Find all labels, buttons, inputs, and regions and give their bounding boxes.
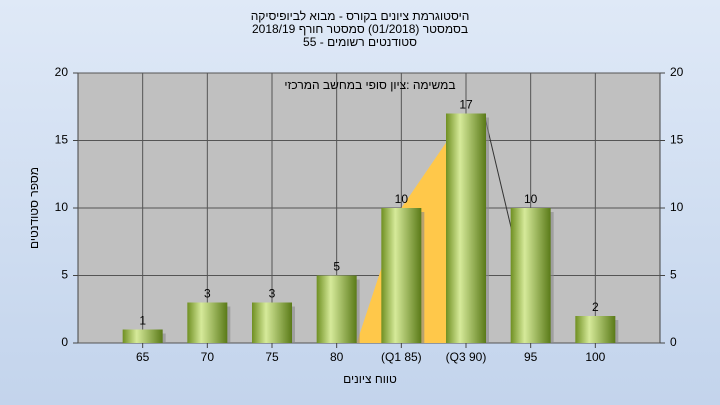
y-tick-label: 15 (55, 133, 69, 147)
data-label: 1 (139, 314, 146, 328)
chart-subtitle: סטודנטים רשומים - 55 (303, 35, 417, 49)
bar (122, 329, 163, 343)
bar (316, 275, 357, 343)
bar (575, 316, 616, 343)
y2-tick-label: 10 (670, 200, 684, 214)
data-label: 3 (204, 287, 211, 301)
y2-tick-label: 5 (670, 268, 677, 282)
bar (252, 302, 292, 343)
y-tick-label: 0 (61, 335, 68, 349)
x-tick-label: 80 (330, 350, 344, 364)
y-axis-label: מספר סטודנטים (27, 167, 41, 249)
bar (381, 208, 422, 343)
data-label: 17 (459, 98, 473, 112)
x-tick-label: (Q1 85) (381, 350, 422, 364)
x-tick-label: 75 (265, 350, 279, 364)
x-axis-label: טווח ציונים (343, 372, 397, 386)
x-tick-label: 100 (585, 350, 605, 364)
bar (446, 113, 486, 343)
x-tick-label: 70 (201, 350, 215, 364)
y-tick-label: 20 (55, 65, 69, 79)
x-tick-label: (Q3 90) (446, 350, 487, 364)
y-tick-label: 5 (61, 268, 68, 282)
data-label: 10 (395, 192, 409, 206)
annotation: במשימה :ציון סופי במחשב המרכזי (284, 78, 455, 92)
y2-tick-label: 20 (670, 65, 684, 79)
x-tick-label: 95 (524, 350, 538, 364)
bar (187, 302, 228, 343)
y2-tick-label: 0 (670, 335, 677, 349)
data-label: 10 (524, 192, 538, 206)
data-label: 3 (269, 287, 276, 301)
chart-subtitle: בסמסטר (01/2018) סמסטר חורף 2018/19 (252, 22, 468, 36)
x-tick-label: 65 (136, 350, 150, 364)
y2-tick-label: 15 (670, 133, 684, 147)
bar (510, 208, 551, 343)
y-tick-label: 10 (55, 200, 69, 214)
chart-title: היסטוגרמת ציונים בקורס - מבוא לביופיסיקה (251, 9, 470, 23)
data-label: 5 (333, 260, 340, 274)
data-label: 2 (592, 300, 599, 314)
